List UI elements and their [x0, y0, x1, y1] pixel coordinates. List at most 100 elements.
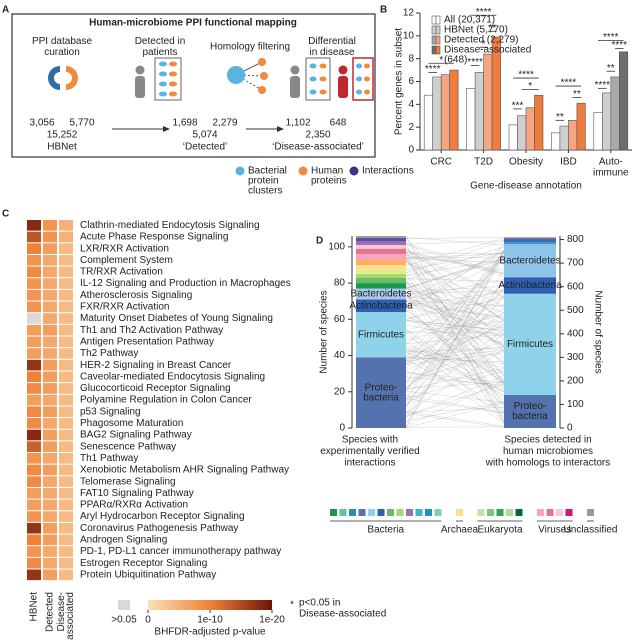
- link-line: [405, 303, 505, 376]
- link-line: [405, 289, 505, 390]
- link-line: [405, 246, 505, 281]
- step-label: Differential: [308, 36, 356, 47]
- row-label: p53 Signaling: [80, 406, 141, 417]
- link-line: [405, 328, 505, 397]
- heatmap-cell: [27, 487, 41, 499]
- link-line: [405, 237, 505, 414]
- link-line: [405, 285, 505, 335]
- link-line: [405, 359, 505, 414]
- person-icon: [135, 65, 145, 75]
- x-tick-label: Obesity: [509, 157, 543, 168]
- row-label: Phagosome Maturation: [80, 418, 183, 429]
- link-line: [405, 312, 505, 388]
- link-line: [405, 281, 505, 313]
- y2-axis-label: Number of species: [592, 290, 603, 373]
- link-line: [405, 247, 505, 322]
- heatmap-cell: [43, 348, 57, 359]
- bar-segment: [356, 237, 406, 242]
- sample-box: [352, 57, 374, 101]
- link-line: [405, 295, 505, 404]
- heatmap-cell: [43, 406, 57, 418]
- heatmap-cell: [27, 348, 41, 359]
- bar-segment: [356, 312, 406, 358]
- heatmap-cell: [59, 569, 73, 581]
- bar-segment: [356, 299, 406, 313]
- heatmap-cell: [59, 511, 73, 522]
- link-line: [405, 250, 505, 399]
- legend-square: [358, 509, 366, 516]
- link-line: [405, 250, 505, 306]
- y-tick-label: 12: [403, 8, 415, 19]
- column-label: HBNet: [29, 592, 40, 622]
- link-line: [405, 330, 505, 405]
- y-tick-label: 0: [339, 423, 345, 434]
- link-line: [405, 279, 505, 299]
- sig-label: *: [528, 81, 532, 92]
- link-line: [405, 371, 505, 383]
- bar-label: Species with: [342, 435, 398, 446]
- legend-square: [587, 509, 594, 516]
- link-line: [405, 367, 505, 391]
- legend-swatch: [431, 15, 437, 25]
- bar: [432, 76, 442, 151]
- row-label: TR/RXR Activation: [80, 267, 163, 278]
- row-label: Complement System: [80, 255, 173, 266]
- link-line: [405, 390, 505, 403]
- bar: [534, 94, 544, 151]
- link-line: [405, 290, 505, 294]
- heatmap-cell: [59, 383, 73, 394]
- y2-tick-label: 0: [567, 423, 573, 434]
- row-label: FAT10 Signaling Pathway: [80, 488, 194, 499]
- row-label: Clathrin-mediated Endocytosis Signaling: [80, 220, 260, 231]
- heatmap-cell: [59, 487, 73, 499]
- y2-tick-label: 100: [567, 399, 584, 410]
- heatmap-cell: [27, 453, 41, 464]
- link-line: [405, 238, 505, 266]
- legend-swatch: [431, 25, 437, 35]
- bar-label: Species detected in: [504, 435, 591, 446]
- bar: [508, 124, 518, 151]
- link-line: [405, 291, 505, 307]
- heatmap-cell: [59, 348, 73, 359]
- legend-swatch: [431, 35, 437, 45]
- group-label: Unclassified: [564, 525, 618, 536]
- panel-a-title: Human-microbiome PPI functional mapping: [89, 18, 297, 29]
- segment-label: Proteo-: [514, 401, 547, 412]
- heatmap-cell: [59, 371, 73, 383]
- sig-label: **: [607, 63, 615, 74]
- heatmap-cell: [27, 418, 41, 429]
- link-line: [405, 250, 505, 274]
- heatmap-cell: [27, 499, 41, 511]
- heatmap-cell: [27, 406, 41, 418]
- link-line: [405, 350, 505, 384]
- link-line: [405, 383, 505, 417]
- sample-dots: [159, 61, 177, 97]
- set-name: ‘Disease-associated’: [272, 142, 364, 153]
- heatmap-cell: [59, 289, 73, 301]
- sig-label: *: [439, 55, 443, 66]
- bar-segment: [356, 245, 406, 249]
- row-label: Th1 and Th2 Activation Pathway: [80, 325, 223, 336]
- link-line: [405, 333, 505, 406]
- link-line: [405, 250, 505, 301]
- heatmap-cell: [27, 394, 41, 406]
- colorbar-tick-label: 1e-10: [197, 615, 223, 626]
- heatmap-cell: [59, 406, 73, 418]
- y-tick-label: 10: [403, 30, 415, 41]
- heatmap-cell: [43, 336, 57, 348]
- bacterial-count: 3,056: [29, 118, 54, 129]
- bar-segment: [356, 241, 406, 246]
- person-icon: [290, 76, 300, 98]
- link-line: [405, 257, 505, 289]
- bar: [601, 92, 612, 151]
- bar: [551, 132, 561, 151]
- bar-segment: [504, 277, 556, 294]
- heatmap-cell: [27, 464, 41, 476]
- heatmap-cell: [27, 511, 41, 522]
- y-tick-label: 40: [334, 350, 346, 361]
- heatmap-cell: [27, 383, 41, 394]
- legend-swatch: [435, 25, 441, 35]
- link-line: [405, 240, 505, 274]
- legend-square: [506, 509, 513, 516]
